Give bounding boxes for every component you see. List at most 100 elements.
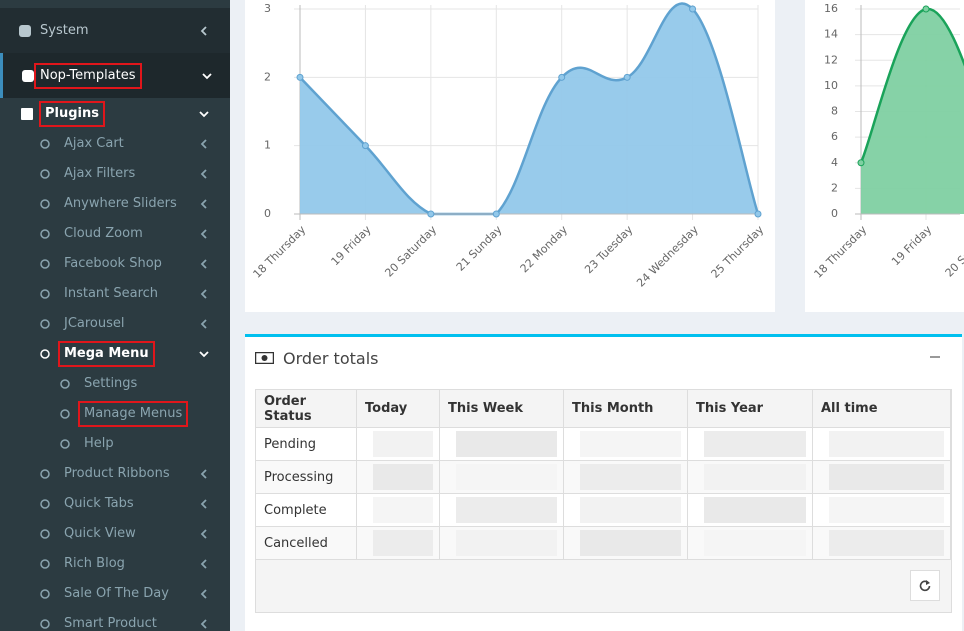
menu-item[interactable]: Mega Menu [0, 339, 230, 369]
menu-item[interactable]: Help [0, 429, 230, 459]
blurred-cell [688, 428, 813, 461]
blurred-cell [564, 428, 688, 461]
menu-icon [40, 499, 50, 509]
blur [829, 497, 944, 523]
menu-item[interactable]: Smart Product [0, 609, 230, 631]
status-cell: Cancelled [256, 527, 357, 560]
menu-item[interactable]: Plugins [0, 98, 230, 129]
box-title: Order totals [283, 349, 379, 368]
blur [704, 497, 806, 523]
point [922, 5, 930, 13]
circle-icon [40, 139, 50, 149]
status-cell: Processing [256, 461, 357, 494]
menu-item[interactable]: Rich Blog [0, 549, 230, 579]
y-tick-label: 0 [831, 207, 838, 220]
circle-icon [60, 379, 70, 389]
menu-item[interactable]: System [0, 8, 230, 53]
chevron [200, 25, 207, 36]
menu-icon [60, 379, 70, 389]
menu-label: Smart Product [64, 616, 157, 631]
chevron [200, 589, 207, 599]
chevron-shape [200, 619, 207, 629]
circle-icon [40, 199, 50, 209]
refresh-icon [919, 580, 931, 592]
blurred-cell [357, 494, 440, 527]
circle-icon [40, 289, 50, 299]
menu-item[interactable]: Anywhere Sliders [0, 189, 230, 219]
menu-item[interactable]: Cloud Zoom [0, 219, 230, 249]
menu-icon [40, 469, 50, 479]
money-icon [255, 352, 274, 364]
point [427, 210, 435, 218]
blur [704, 431, 806, 457]
blurred-cell [440, 428, 564, 461]
refresh-arrow [926, 580, 930, 585]
menu-icon [40, 319, 50, 329]
menu-icon [40, 139, 50, 149]
blurred-cell [813, 461, 951, 494]
chevron [200, 139, 207, 149]
sidebar: System Nop-Templates Plugins Ajax Cart Ajax … [0, 0, 230, 631]
blurred-cell [688, 494, 813, 527]
menu-item[interactable]: Ajax Filters [0, 159, 230, 189]
menu-item[interactable]: Ajax Cart [0, 129, 230, 159]
blurred-cell [688, 527, 813, 560]
menu-item[interactable]: Product Ribbons [0, 459, 230, 489]
point [361, 142, 369, 150]
menu-item[interactable]: Instant Search [0, 279, 230, 309]
menu-item[interactable]: Facebook Shop [0, 249, 230, 279]
blurred-cell [813, 527, 951, 560]
y-tick-label: 8 [831, 105, 838, 118]
blur [829, 530, 944, 556]
menu-item[interactable]: Settings [0, 369, 230, 399]
menu-icon [40, 589, 50, 599]
chevron [200, 319, 207, 329]
point [558, 73, 566, 81]
blur [373, 530, 433, 556]
blur [580, 497, 681, 523]
blurred-cell [440, 494, 564, 527]
blur [704, 530, 806, 556]
circle-icon [40, 319, 50, 329]
status-cell: Pending [256, 428, 357, 461]
menu-icon [40, 289, 50, 299]
menu-item[interactable]: JCarousel [0, 309, 230, 339]
blurred-cell [440, 461, 564, 494]
menu-icon [40, 259, 50, 269]
menu-label: Quick View [64, 526, 136, 541]
circle-icon [40, 469, 50, 479]
y-tick-label: 10 [824, 79, 838, 92]
collapse-button[interactable] [930, 356, 940, 358]
blurred-cell [357, 527, 440, 560]
circle-icon [40, 529, 50, 539]
refresh-button[interactable] [910, 570, 940, 601]
menu-label: Quick Tabs [64, 496, 134, 511]
menu-item[interactable]: Quick View [0, 519, 230, 549]
chevron [200, 469, 207, 479]
menu-label: Nop-Templates [34, 62, 142, 89]
circle-icon [40, 349, 50, 359]
menu-icon [21, 107, 33, 120]
menu-item[interactable]: Sale Of The Day [0, 579, 230, 609]
menu-item[interactable]: Nop-Templates [0, 53, 230, 98]
area [861, 8, 964, 214]
blur [456, 497, 557, 523]
chevron-shape [200, 559, 207, 569]
menu-label: Ajax Cart [64, 136, 124, 151]
menu-label: Facebook Shop [64, 256, 162, 271]
blur [580, 464, 681, 490]
menu-item[interactable]: Manage Menus [0, 399, 230, 429]
circle-icon [40, 229, 50, 239]
menu-label: Manage Menus [77, 401, 189, 427]
menu-label: Mega Menu [58, 341, 155, 367]
icon-shape [19, 24, 31, 37]
y-tick-label: 3 [264, 2, 271, 15]
chevron [200, 559, 207, 569]
menu-label: Settings [84, 376, 138, 391]
order-table: Order Status Pending Processing Complete Can… [255, 389, 952, 613]
menu-item[interactable]: Quick Tabs [0, 489, 230, 519]
menu-icon [60, 409, 70, 419]
blurred-cell [564, 494, 688, 527]
menu-label: Rich Blog [64, 556, 125, 571]
point [754, 210, 762, 218]
